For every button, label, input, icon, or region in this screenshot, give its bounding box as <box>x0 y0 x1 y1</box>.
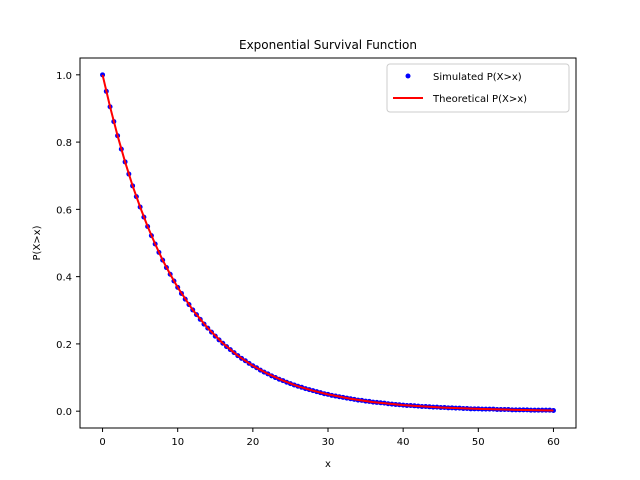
y-tick-label: 0.8 <box>56 138 72 149</box>
legend-label-theoretical: Theoretical P(X>x) <box>432 94 527 105</box>
theoretical-line <box>101 74 554 412</box>
x-tick-label: 10 <box>171 437 184 448</box>
x-tick-label: 30 <box>322 437 335 448</box>
x-tick-label: 20 <box>246 437 259 448</box>
chart-title: Exponential Survival Function <box>239 38 417 52</box>
plot-area <box>100 72 556 414</box>
y-axis: 0.0 0.2 0.4 0.6 0.8 1.0 <box>56 71 80 418</box>
y-tick-label: 1.0 <box>56 71 72 82</box>
simulated-point <box>550 408 556 414</box>
x-axis: 0 10 20 30 40 50 60 <box>99 428 560 448</box>
x-tick-label: 0 <box>99 437 105 448</box>
y-tick-label: 0.6 <box>56 205 72 216</box>
legend-label-simulated: Simulated P(X>x) <box>433 72 522 83</box>
x-axis-label: x <box>325 459 331 470</box>
legend: Simulated P(X>x) Theoretical P(X>x) <box>386 63 570 113</box>
y-tick-label: 0.0 <box>56 407 72 418</box>
x-tick-label: 50 <box>472 437 485 448</box>
legend-box <box>386 63 570 113</box>
x-tick-label: 40 <box>397 437 410 448</box>
legend-marker-simulated <box>405 73 411 79</box>
y-tick-label: 0.2 <box>56 340 72 351</box>
y-tick-label: 0.4 <box>56 273 72 284</box>
y-axis-label: P(X>x) <box>32 225 43 260</box>
x-tick-label: 60 <box>547 437 560 448</box>
